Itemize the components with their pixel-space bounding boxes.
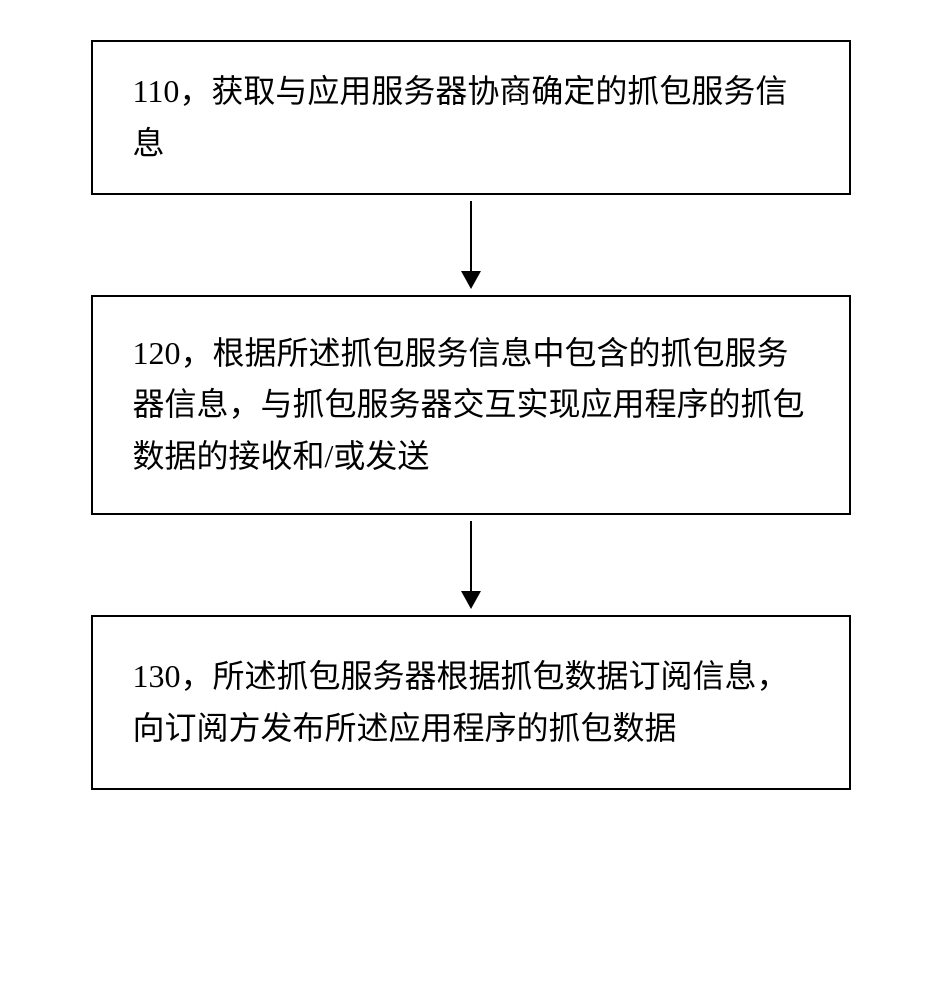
arrow-line [470,201,472,271]
step-2-text: 120，根据所述抓包服务信息中包含的抓包服务器信息，与抓包服务器交互实现应用程序… [133,328,809,482]
arrow-1 [461,195,481,295]
flowchart-step-3: 130，所述抓包服务器根据抓包数据订阅信息，向订阅方发布所述应用程序的抓包数据 [91,615,851,790]
flowchart-step-1: 110，获取与应用服务器协商确定的抓包服务信息 [91,40,851,195]
step-1-text: 110，获取与应用服务器协商确定的抓包服务信息 [133,66,809,168]
arrow-line [470,521,472,591]
arrow-head-icon [461,271,481,289]
flowchart-step-2: 120，根据所述抓包服务信息中包含的抓包服务器信息，与抓包服务器交互实现应用程序… [91,295,851,515]
arrow-head-icon [461,591,481,609]
arrow-2 [461,515,481,615]
step-3-text: 130，所述抓包服务器根据抓包数据订阅信息，向订阅方发布所述应用程序的抓包数据 [133,651,809,753]
